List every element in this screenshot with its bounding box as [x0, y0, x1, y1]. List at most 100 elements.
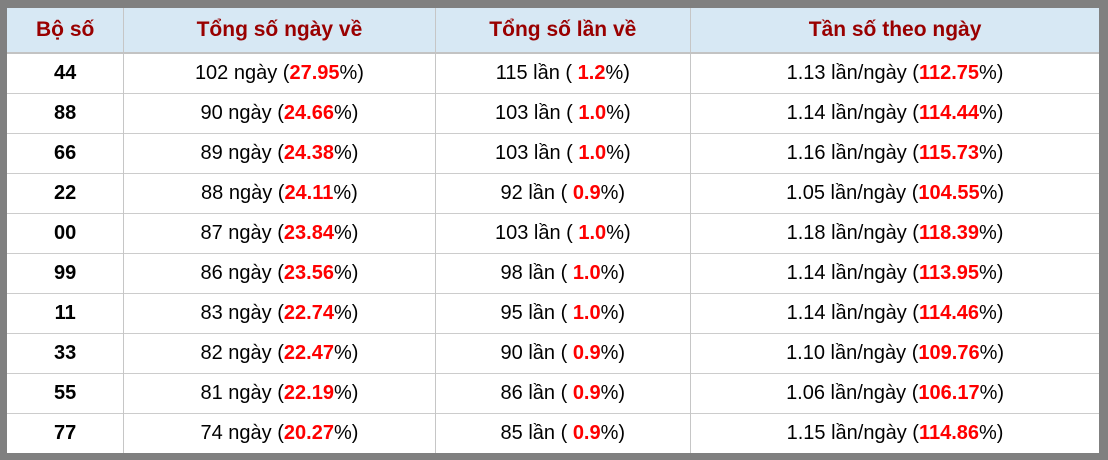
days-cell: 88 ngày (24.11%) — [123, 173, 436, 214]
table-body: 44 102 ngày (27.95%) 115 lần ( 1.2%) 1.1… — [7, 53, 1099, 453]
days-percent-value: 23.56 — [283, 262, 334, 284]
freq-text: 1.14 lần/ngày ( — [786, 262, 919, 284]
freq-percent-value: 104.55 — [918, 182, 980, 204]
percent-close: %) — [600, 262, 626, 284]
freq-cell: 1.14 lần/ngày (113.95%) — [690, 253, 1099, 294]
pair-cell: 22 — [7, 173, 124, 214]
freq-text: 1.16 lần/ngày ( — [786, 142, 919, 164]
pair-cell: 66 — [7, 133, 124, 174]
table-header: Bộ số Tổng số ngày về Tổng số lần về Tần… — [7, 8, 1099, 54]
freq-percent-value: 118.39 — [918, 222, 980, 244]
table-row: 33 82 ngày (22.47%) 90 lần ( 0.9%) 1.10 … — [7, 333, 1099, 374]
times-cell: 115 lần ( 1.2%) — [434, 53, 691, 94]
freq-percent-value: 114.46 — [918, 302, 980, 324]
freq-cell: 1.18 lần/ngày (118.39%) — [690, 213, 1099, 254]
freq-cell: 1.16 lần/ngày (115.73%) — [690, 133, 1099, 174]
times-percent-value: 1.0 — [578, 222, 607, 244]
days-cell: 83 ngày (22.74%) — [123, 293, 436, 334]
percent-close: %) — [600, 342, 626, 364]
freq-cell: 1.10 lần/ngày (109.76%) — [690, 333, 1099, 374]
freq-percent-value: 115.73 — [918, 142, 980, 164]
days-percent-value: 22.74 — [283, 302, 334, 324]
freq-text: 1.14 lần/ngày ( — [786, 102, 919, 124]
freq-percent-value: 112.75 — [918, 62, 980, 84]
freq-percent-value: 114.44 — [918, 102, 980, 124]
times-cell: 103 lần ( 1.0%) — [434, 133, 691, 174]
days-text: 102 ngày ( — [194, 62, 290, 84]
freq-text: 1.15 lần/ngày ( — [786, 422, 919, 444]
days-cell: 102 ngày (27.95%) — [123, 53, 436, 94]
freq-text: 1.18 lần/ngày ( — [786, 222, 919, 244]
days-text: 74 ngày ( — [200, 422, 284, 444]
percent-close: %) — [606, 222, 631, 244]
table-row: 00 87 ngày (23.84%) 103 lần ( 1.0%) 1.18… — [7, 213, 1099, 254]
days-text: 86 ngày ( — [200, 262, 284, 284]
times-cell: 85 lần ( 0.9%) — [434, 413, 691, 453]
table-row: 66 89 ngày (24.38%) 103 lần ( 1.0%) 1.16… — [7, 133, 1099, 174]
times-cell: 103 lần ( 1.0%) — [434, 93, 691, 134]
freq-text: 1.06 lần/ngày ( — [786, 382, 919, 404]
days-percent-value: 23.84 — [283, 222, 334, 244]
freq-cell: 1.13 lần/ngày (112.75%) — [690, 53, 1099, 94]
table-row: 44 102 ngày (27.95%) 115 lần ( 1.2%) 1.1… — [7, 53, 1099, 94]
days-cell: 74 ngày (20.27%) — [123, 413, 436, 453]
times-percent-value: 0.9 — [572, 182, 601, 204]
days-text: 83 ngày ( — [200, 302, 284, 324]
table-row: 99 86 ngày (23.56%) 98 lần ( 1.0%) 1.14 … — [7, 253, 1099, 294]
col-header-total-times: Tổng số lần về — [434, 8, 691, 54]
percent-close: %) — [339, 62, 364, 84]
freq-percent-value: 109.76 — [918, 342, 980, 364]
col-header-total-days: Tổng số ngày về — [123, 8, 436, 54]
freq-cell: 1.15 lần/ngày (114.86%) — [690, 413, 1099, 453]
col-header-frequency: Tần số theo ngày — [690, 8, 1099, 54]
times-percent-value: 1.0 — [572, 262, 601, 284]
days-text: 81 ngày ( — [200, 382, 284, 404]
percent-close: %) — [979, 222, 1004, 244]
times-cell: 86 lần ( 0.9%) — [434, 373, 691, 414]
percent-close: %) — [333, 102, 359, 124]
times-text: 115 lần ( — [495, 62, 578, 84]
freq-cell: 1.05 lần/ngày (104.55%) — [690, 173, 1099, 214]
percent-close: %) — [979, 182, 1005, 204]
freq-percent-value: 106.17 — [918, 382, 980, 404]
percent-close: %) — [600, 302, 626, 324]
freq-text: 1.14 lần/ngày ( — [786, 302, 919, 324]
days-cell: 90 ngày (24.66%) — [123, 93, 436, 134]
percent-close: %) — [979, 302, 1004, 324]
percent-close: %) — [333, 422, 359, 444]
table-row: 88 90 ngày (24.66%) 103 lần ( 1.0%) 1.14… — [7, 93, 1099, 134]
pair-cell: 77 — [7, 413, 124, 453]
freq-percent-value: 114.86 — [918, 422, 980, 444]
days-cell: 81 ngày (22.19%) — [123, 373, 436, 414]
freq-cell: 1.14 lần/ngày (114.46%) — [690, 293, 1099, 334]
days-text: 82 ngày ( — [200, 342, 284, 364]
table-row: 11 83 ngày (22.74%) 95 lần ( 1.0%) 1.14 … — [7, 293, 1099, 334]
percent-close: %) — [979, 382, 1005, 404]
table-row: 77 74 ngày (20.27%) 85 lần ( 0.9%) 1.15 … — [7, 413, 1099, 453]
freq-text: 1.05 lần/ngày ( — [786, 182, 919, 204]
pair-cell: 33 — [7, 333, 124, 374]
percent-close: %) — [333, 262, 359, 284]
days-percent-value: 24.38 — [283, 142, 334, 164]
times-cell: 92 lần ( 0.9%) — [434, 173, 691, 214]
table-row: 22 88 ngày (24.11%) 92 lần ( 0.9%) 1.05 … — [7, 173, 1099, 214]
percent-close: %) — [979, 102, 1004, 124]
days-text: 89 ngày ( — [200, 142, 284, 164]
times-text: 103 lần ( — [494, 222, 579, 244]
days-cell: 86 ngày (23.56%) — [123, 253, 436, 294]
table-row: 55 81 ngày (22.19%) 86 lần ( 0.9%) 1.06 … — [7, 373, 1099, 414]
days-cell: 87 ngày (23.84%) — [123, 213, 436, 254]
col-header-pair: Bộ số — [7, 8, 124, 54]
freq-cell: 1.06 lần/ngày (106.17%) — [690, 373, 1099, 414]
times-text: 98 lần ( — [500, 262, 573, 284]
times-percent-value: 1.0 — [578, 102, 607, 124]
percent-close: %) — [979, 62, 1004, 84]
times-percent-value: 1.0 — [572, 302, 601, 324]
percent-close: %) — [979, 262, 1004, 284]
header-row: Bộ số Tổng số ngày về Tổng số lần về Tần… — [7, 8, 1099, 54]
days-percent-value: 27.95 — [289, 62, 340, 84]
days-text: 90 ngày ( — [200, 102, 284, 124]
times-text: 86 lần ( — [500, 382, 573, 404]
percent-close: %) — [600, 382, 626, 404]
